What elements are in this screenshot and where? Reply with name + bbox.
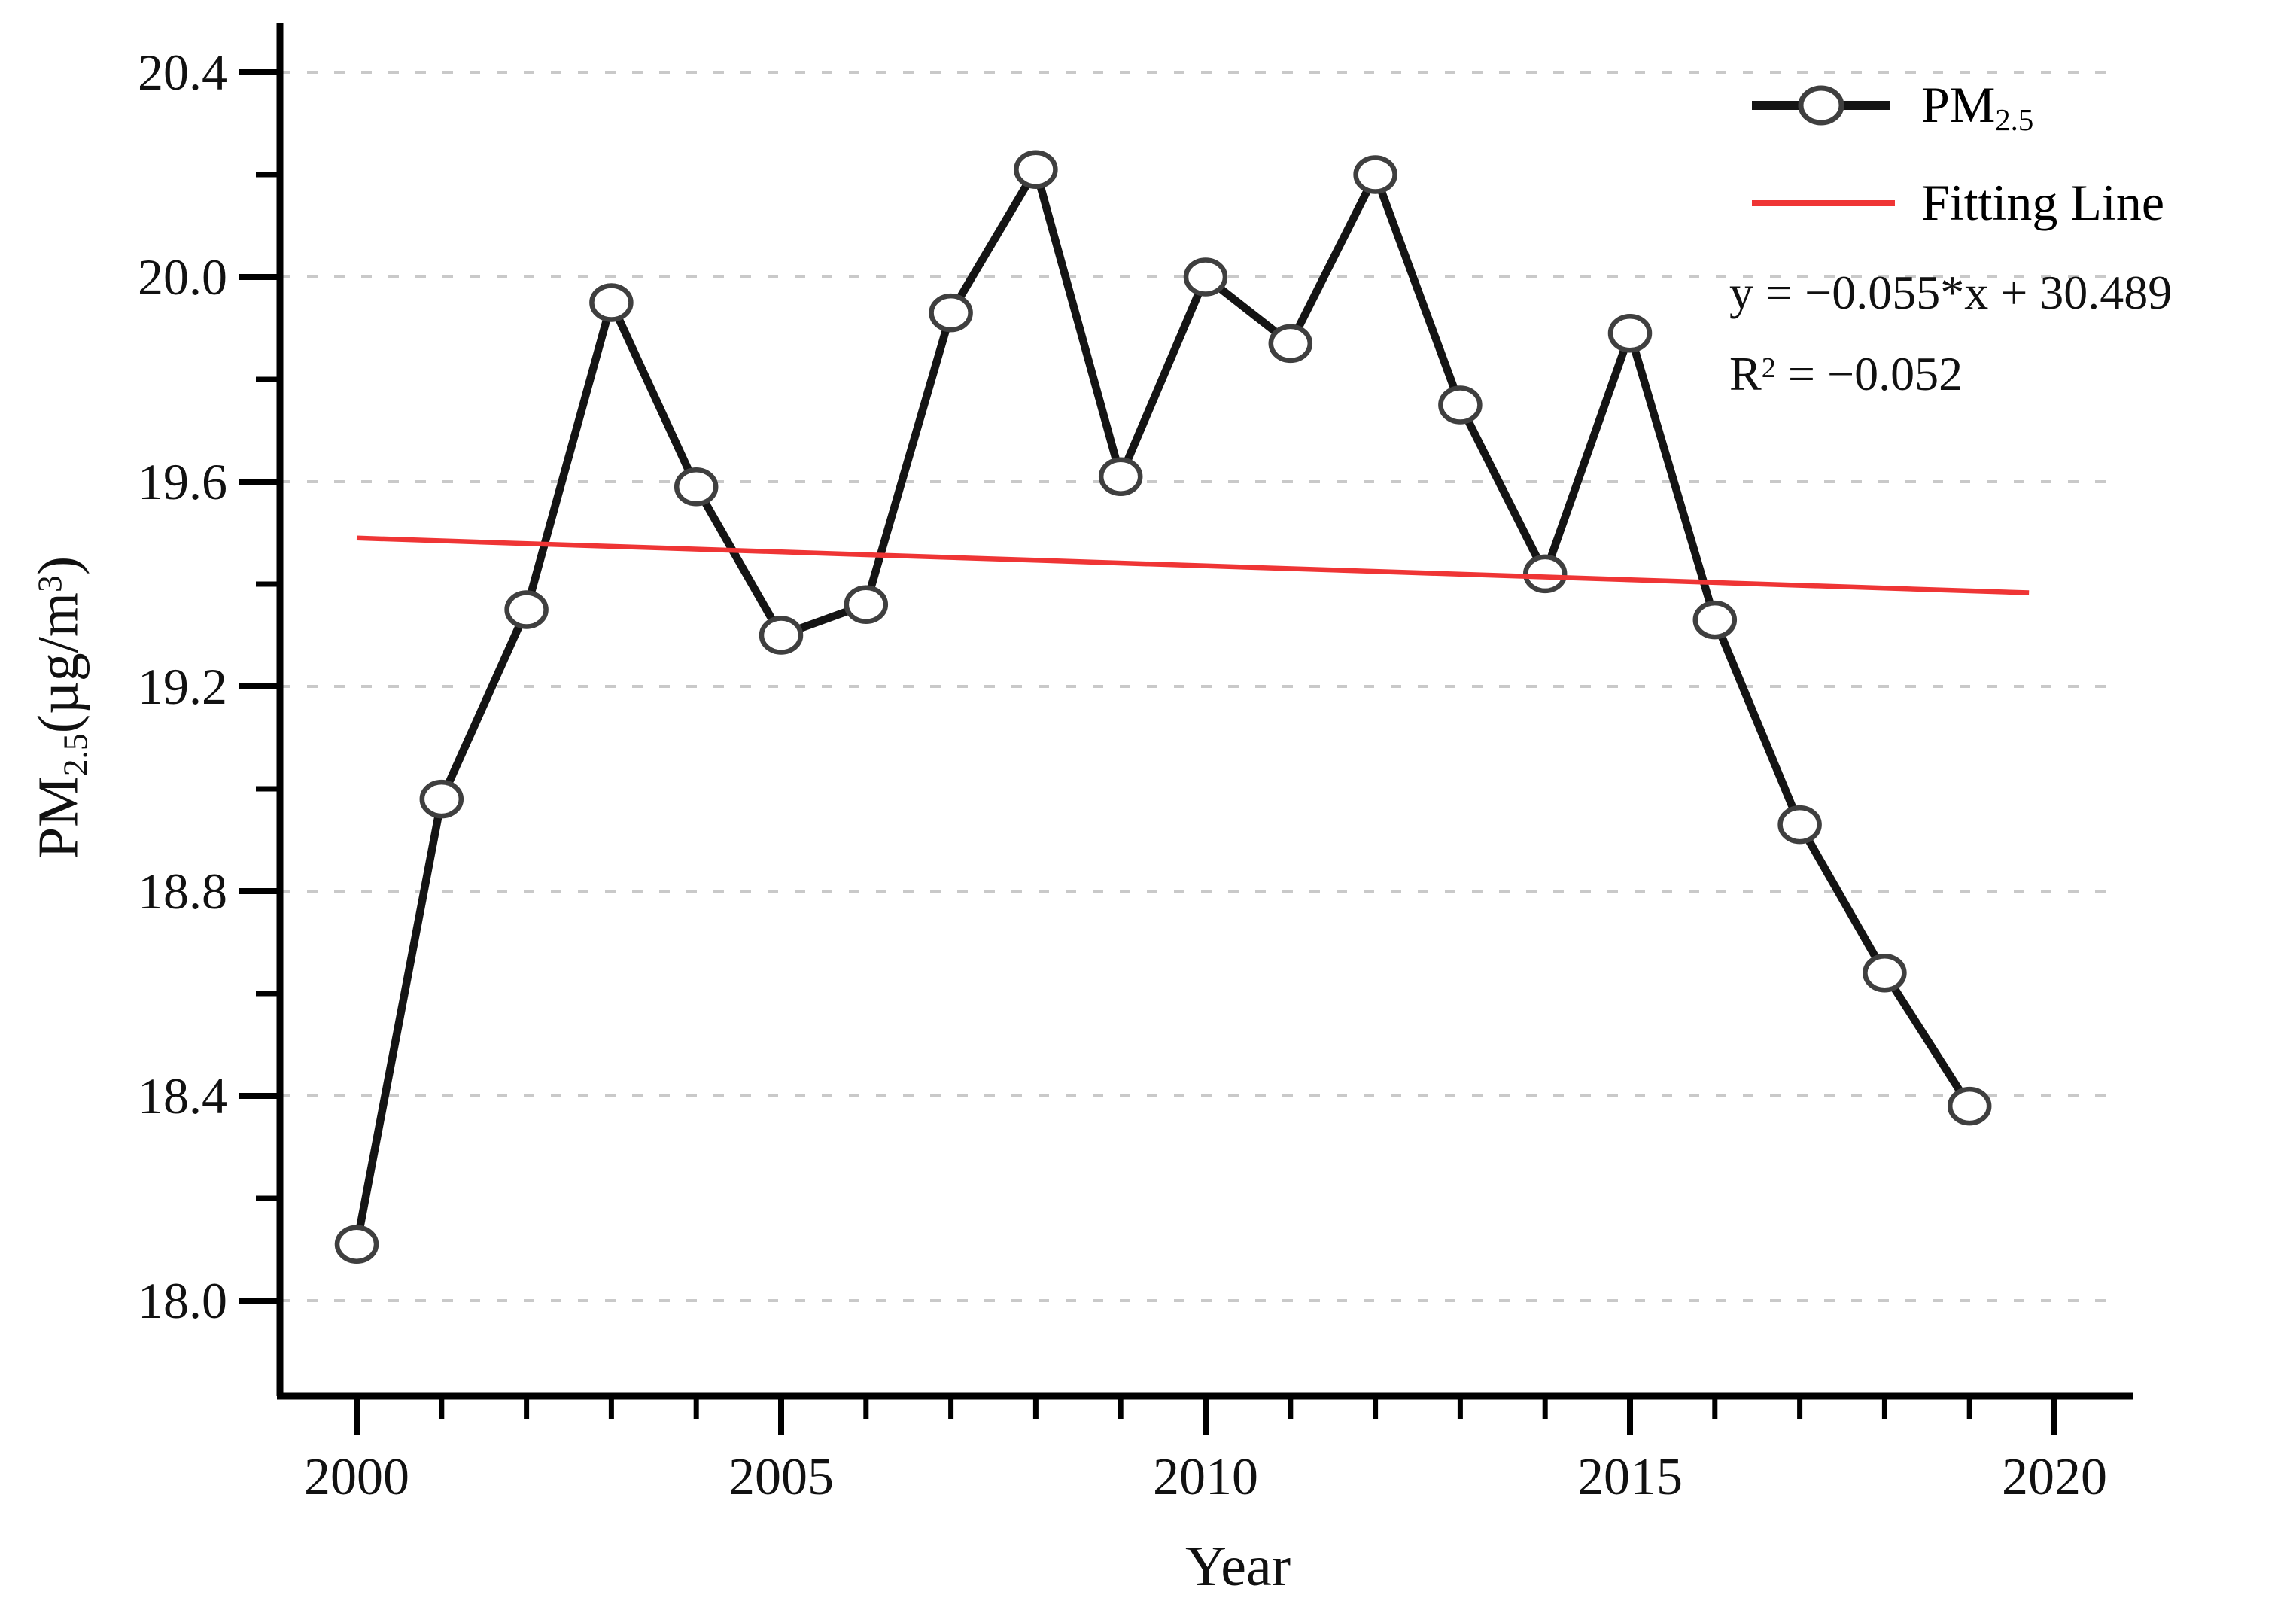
y-tick-label: 20.0 [138,248,227,306]
data-point-marker [1947,1086,1992,1126]
data-point-marker [419,779,464,819]
legend-item-pm25: PM2.5 [1747,75,2034,138]
data-point-marker [1522,554,1568,594]
data-point-marker [1777,805,1822,845]
data-point-marker [1183,257,1228,297]
data-point-marker [1014,150,1058,189]
x-tick-label: 2010 [1153,1448,1258,1506]
data-point-marker [1353,155,1397,194]
data-point-marker [929,293,973,333]
fit-r-squared-text: R2 = −0.052 [1729,347,1963,400]
x-tick-label: 2015 [1577,1448,1683,1506]
pm25-data-line [352,165,1974,1249]
data-point-marker [1692,600,1738,640]
x-tick-label: 2000 [304,1448,409,1506]
legend-fitting-line-label: Fitting Line [1921,174,2164,231]
data-point-marker [759,616,804,655]
x-axis-title: Year [1184,1535,1291,1598]
data-point-marker [1607,314,1653,353]
data-point-marker [504,590,549,629]
x-tick-label: 2020 [2002,1448,2107,1506]
y-tick-label: 18.8 [138,863,227,920]
y-tick-label: 18.0 [138,1272,227,1329]
data-point-marker [844,585,889,624]
data-point-marker [674,467,719,507]
y-tick-label: 19.2 [138,658,227,715]
data-point-marker [1268,324,1313,364]
legend-pm25-label: PM2.5 [1921,76,2034,138]
legend-item-fitting-line: Fitting Line [1747,173,2164,233]
data-point-marker [1438,385,1483,425]
fitting-line [356,535,2030,595]
pm25-series-marker-icon [1752,85,1890,125]
y-axis-title: PM2.5(µg/m3) [26,555,95,860]
fitting-line-icon [1752,199,1895,206]
y-tick-label: 20.4 [138,44,227,101]
x-tick-label: 2005 [728,1448,834,1506]
data-point-marker [589,283,634,322]
fit-equation-text: y = −0.055*x + 30.489 [1729,266,2173,319]
y-tick-label: 18.4 [138,1067,227,1125]
y-tick-label: 19.6 [138,453,227,510]
data-point-marker [1098,457,1143,496]
data-point-marker [334,1225,379,1264]
data-point-marker [1863,954,1907,993]
